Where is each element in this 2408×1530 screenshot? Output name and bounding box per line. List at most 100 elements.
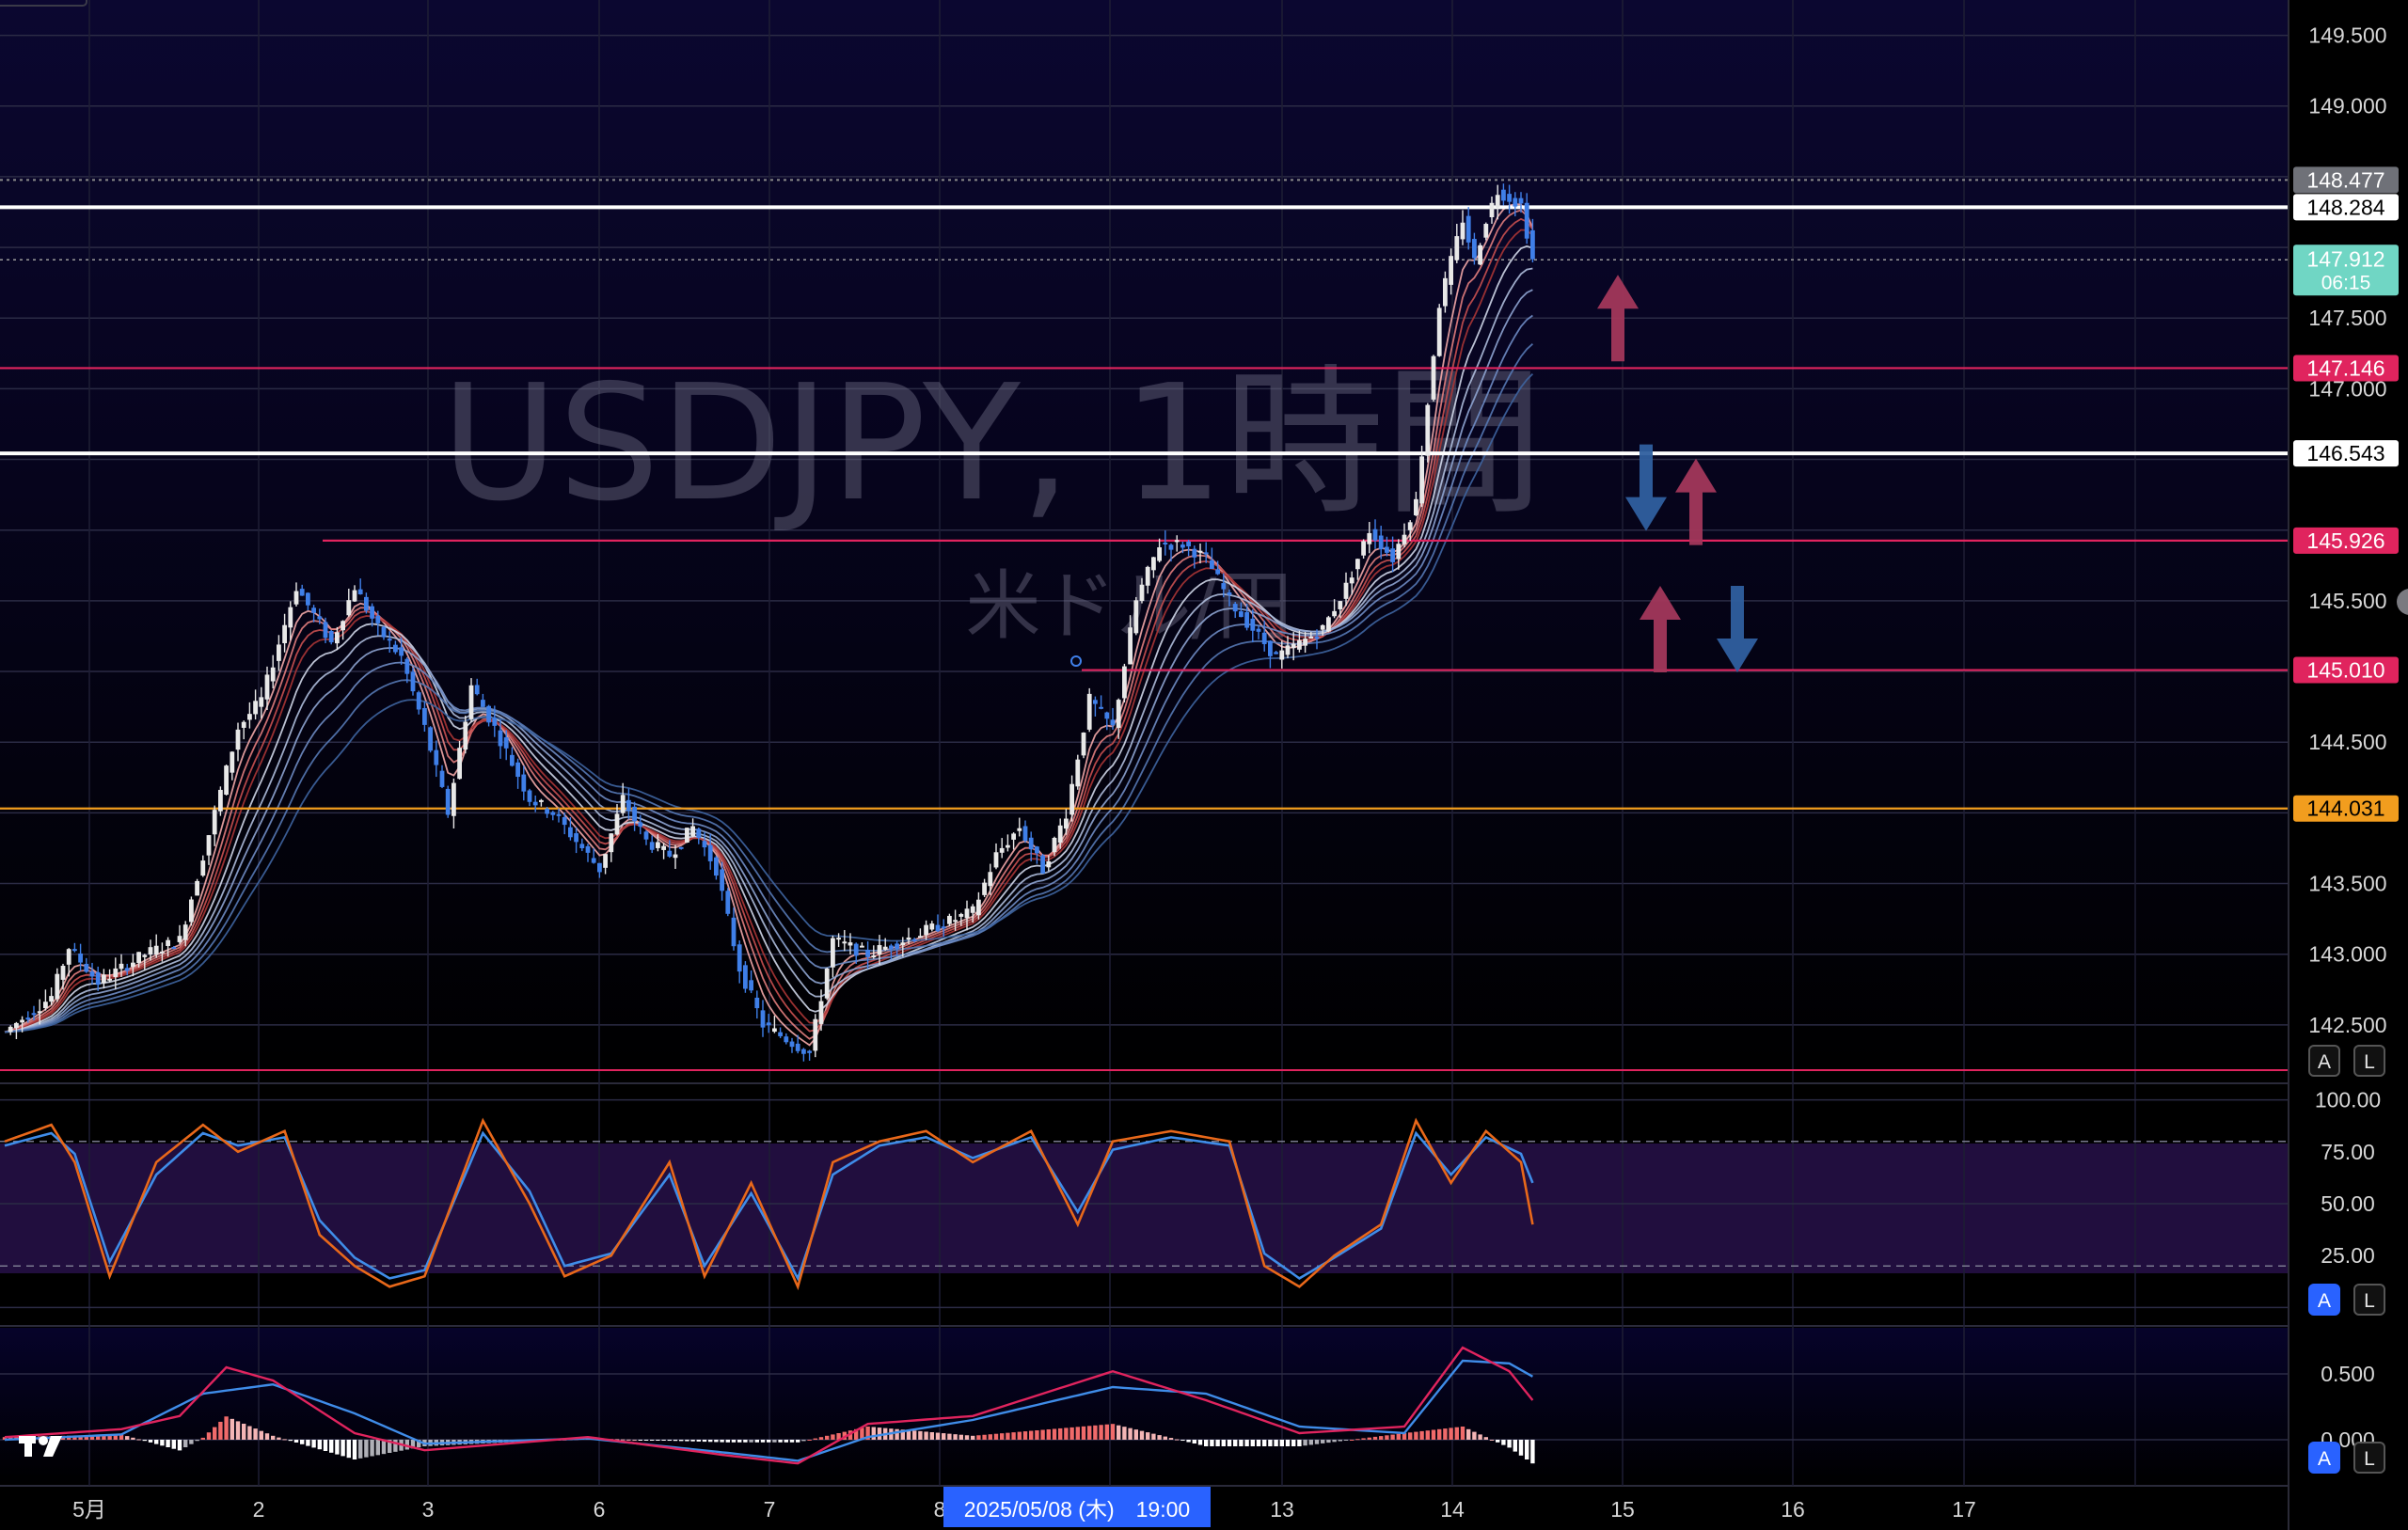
log-scale-button-stoch[interactable]: L bbox=[2353, 1284, 2385, 1316]
ma-line bbox=[4, 289, 1533, 1033]
macd-histogram-bar bbox=[918, 1430, 923, 1440]
macd-line bbox=[4, 1359, 1533, 1462]
macd-histogram-bar bbox=[760, 1440, 766, 1443]
candle-body bbox=[1133, 600, 1139, 634]
auto-scale-button-macd[interactable]: A bbox=[2308, 1442, 2340, 1474]
candle-body bbox=[1372, 528, 1378, 541]
candle-body bbox=[1261, 632, 1267, 644]
macd-histogram-bar bbox=[906, 1429, 911, 1440]
macd-histogram-bar bbox=[1496, 1440, 1500, 1443]
macd-histogram-bar bbox=[1379, 1436, 1384, 1440]
candle-body bbox=[230, 751, 235, 773]
candle-body bbox=[8, 1026, 13, 1033]
candle-body bbox=[1221, 583, 1227, 590]
log-scale-button-main[interactable]: L bbox=[2353, 1045, 2385, 1077]
svg-text:L: L bbox=[2364, 1290, 2375, 1312]
macd-histogram-bar bbox=[667, 1440, 672, 1442]
candle-body bbox=[521, 774, 527, 792]
macd-histogram-bar bbox=[971, 1435, 975, 1440]
macd-histogram-bar bbox=[282, 1439, 287, 1441]
ma-line bbox=[4, 203, 1534, 1047]
candles bbox=[8, 183, 1535, 1062]
macd-histogram-bar bbox=[679, 1440, 684, 1442]
macd-histogram-bar bbox=[277, 1437, 281, 1440]
macd-histogram-bar bbox=[924, 1431, 928, 1440]
macd-histogram-bar bbox=[749, 1440, 753, 1443]
macd-histogram-bar bbox=[1029, 1430, 1034, 1440]
macd-histogram-bar bbox=[78, 1435, 83, 1440]
macd-histogram-bar bbox=[166, 1440, 170, 1447]
macd-histogram-bar bbox=[136, 1439, 141, 1441]
top-left-tab[interactable] bbox=[0, 0, 87, 7]
macd-histogram-bar bbox=[1122, 1427, 1127, 1440]
macd-histogram-bar bbox=[784, 1440, 788, 1443]
macd-histogram-bar bbox=[335, 1440, 340, 1455]
candle-body bbox=[958, 914, 964, 917]
macd-histogram-bar bbox=[1431, 1429, 1436, 1440]
candle-body bbox=[1011, 833, 1016, 840]
macd-histogram-bar bbox=[964, 1435, 970, 1440]
svg-text:L: L bbox=[2364, 1051, 2375, 1073]
ma-line bbox=[4, 209, 1534, 1040]
macd-histogram-bar bbox=[1069, 1427, 1074, 1440]
ma-line bbox=[4, 314, 1533, 1033]
candle-body bbox=[848, 942, 853, 946]
macd-histogram-bar bbox=[311, 1440, 316, 1448]
candle-body bbox=[1110, 719, 1116, 726]
auto-scale-button-stoch[interactable]: A bbox=[2308, 1284, 2340, 1316]
macd-histogram-bar bbox=[1075, 1427, 1080, 1440]
candle-body bbox=[1518, 197, 1524, 204]
macd-histogram-bar bbox=[1326, 1440, 1331, 1443]
ma-line bbox=[4, 229, 1533, 1033]
macd-histogram-bar bbox=[767, 1440, 771, 1443]
macd-histogram-bar bbox=[381, 1440, 387, 1455]
candle-body bbox=[14, 1022, 19, 1029]
macd-histogram-bar bbox=[1221, 1440, 1226, 1446]
candle-body bbox=[678, 846, 684, 849]
candle-body bbox=[749, 980, 753, 991]
macd-histogram-bar bbox=[1332, 1440, 1337, 1443]
candle-body bbox=[195, 880, 199, 896]
candle-body bbox=[999, 847, 1005, 853]
candle-body bbox=[299, 589, 305, 596]
candle-body bbox=[1035, 846, 1039, 854]
log-scale-button-macd[interactable]: L bbox=[2353, 1442, 2385, 1474]
price-scale: 149.500149.000147.500147.000145.500144.5… bbox=[2308, 24, 2386, 1452]
macd-histogram-bar bbox=[929, 1431, 934, 1440]
macd-histogram-bar bbox=[1408, 1432, 1413, 1440]
ma-line bbox=[4, 343, 1534, 1033]
candle-body bbox=[1378, 535, 1384, 550]
price-tag bbox=[2293, 194, 2399, 221]
candle-body bbox=[270, 667, 276, 682]
macd-histogram-bar bbox=[1099, 1425, 1103, 1440]
macd-histogram-bar bbox=[288, 1440, 293, 1442]
macd-histogram-bar bbox=[632, 1440, 637, 1441]
candle-body bbox=[189, 899, 194, 923]
auto-scale-button-main[interactable]: A bbox=[2308, 1045, 2340, 1077]
candle-body bbox=[1022, 826, 1028, 842]
macd-histogram-bar bbox=[1262, 1440, 1267, 1446]
price-tag-label: 146.543 bbox=[2306, 441, 2384, 465]
macd-histogram-bar bbox=[1279, 1440, 1284, 1446]
macd-histogram-bar bbox=[638, 1440, 642, 1441]
scroll-handle[interactable] bbox=[2397, 589, 2408, 615]
price-tag-label: 147.146 bbox=[2306, 355, 2384, 380]
candle-body bbox=[795, 1043, 800, 1051]
candle-body bbox=[445, 788, 451, 815]
macd-histogram-bar bbox=[871, 1427, 876, 1440]
macd-histogram-bar bbox=[206, 1432, 212, 1440]
candle-body bbox=[882, 946, 888, 950]
macd-histogram-bar bbox=[1454, 1427, 1459, 1440]
candle-body bbox=[1402, 534, 1407, 544]
macd-histogram-bar bbox=[300, 1440, 305, 1444]
macd-histogram-bar bbox=[1081, 1426, 1086, 1440]
candle-body bbox=[37, 1011, 42, 1014]
candle-body bbox=[784, 1036, 789, 1043]
candle-body bbox=[72, 949, 77, 952]
price-tick: 149.500 bbox=[2308, 24, 2386, 48]
macd-histogram-bar bbox=[189, 1440, 194, 1444]
macd-histogram-bar bbox=[1204, 1440, 1209, 1446]
macd-histogram-bar bbox=[953, 1434, 958, 1440]
macd-histogram-bar bbox=[1396, 1433, 1401, 1440]
